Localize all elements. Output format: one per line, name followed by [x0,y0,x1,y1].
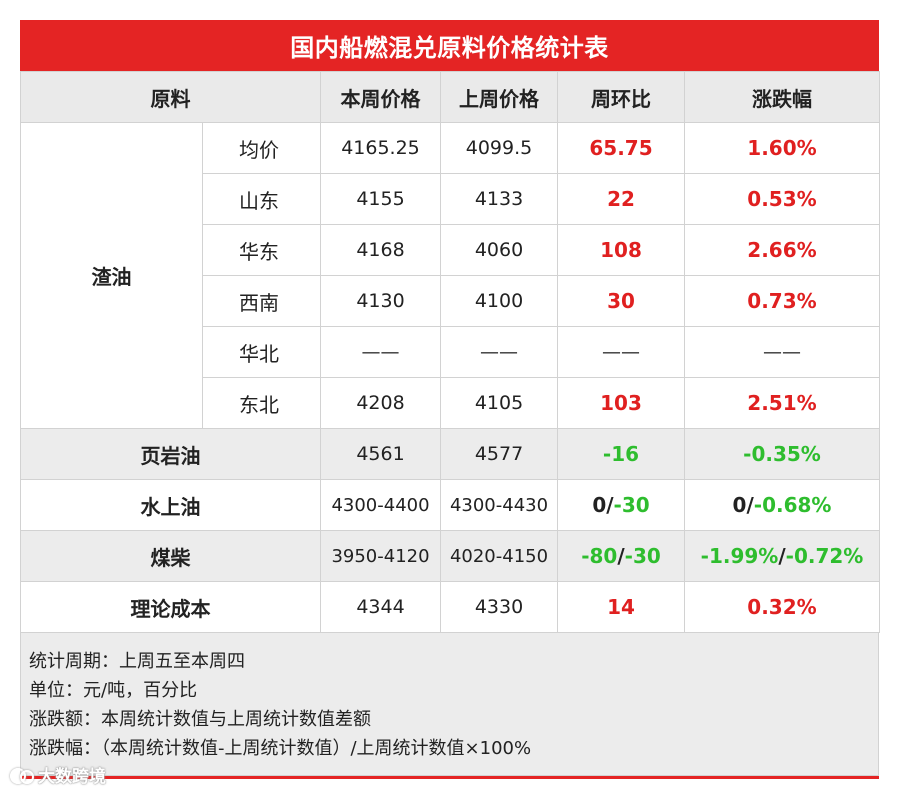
wow-cell: 65.75 [557,122,685,174]
last-week-cell: 4330 [440,581,558,633]
wow-sep: / [617,544,625,568]
note-line: 涨跌额：本周统计数值与上周统计数值差额 [29,709,371,730]
change-cell: -0.35% [684,428,880,480]
region-cell: 山东 [202,173,321,225]
category-theory-cost: 理论成本 [20,581,321,633]
category-residual: 渣油 [20,122,203,429]
wow-cell: 108 [557,224,685,276]
change-sep: / [778,544,786,568]
change-cell: 0.32% [684,581,880,633]
last-week-cell: 4099.5 [440,122,558,174]
watermark-logo-icon [8,766,34,784]
last-week-cell: 4133 [440,173,558,225]
change-part-a: 0/ [732,493,754,517]
wow-cell: 14 [557,581,685,633]
header-material: 原料 [20,71,321,123]
table-title: 国内船燃混兑原料价格统计表 [20,20,879,71]
table-row: 东北 4208 4105 103 2.51% [21,377,880,429]
header-last-week: 上周价格 [440,71,558,123]
wow-cell: —— [557,326,685,378]
table-row: 理论成本 4344 4330 14 0.32% [20,581,880,633]
this-week-cell: 4208 [320,377,441,429]
this-week-cell: 4165.25 [320,122,441,174]
wow-part-a: 0/ [592,493,614,517]
category-coal-diesel: 煤柴 [20,530,321,582]
header-change-pct: 涨跌幅 [684,71,880,123]
watermark: 大数跨境 [8,762,106,787]
category-shale: 页岩油 [20,428,321,480]
wow-cell: -16 [557,428,685,480]
this-week-cell: 4155 [320,173,441,225]
change-cell: 2.66% [684,224,880,276]
wow-cell: -80/-30 [557,530,685,582]
last-week-cell: 4577 [440,428,558,480]
note-line: 统计周期：上周五至本周四 [29,651,245,672]
table-row: 水上油 4300-4400 4300-4430 0/-30 0/-0.68% [20,479,880,531]
table-row: 山东 4155 4133 22 0.53% [21,173,880,225]
last-week-cell: 4060 [440,224,558,276]
region-cell: 均价 [202,122,321,174]
price-table: 原料 本周价格 上周价格 周环比 涨跌幅 渣油 均价 4165.25 4099.… [20,71,880,633]
header-row: 原料 本周价格 上周价格 周环比 涨跌幅 [20,71,880,123]
this-week-cell: —— [320,326,441,378]
this-week-cell: 4561 [320,428,441,480]
note-line: 涨跌幅：（本周统计数值-上周统计数值）/上周统计数值×100% [29,738,532,759]
change-cell: 2.51% [684,377,880,429]
last-week-cell: 4100 [440,275,558,327]
wow-cell: 103 [557,377,685,429]
change-cell: 0/-0.68% [684,479,880,531]
last-week-cell: —— [440,326,558,378]
region-cell: 华东 [202,224,321,276]
region-cell: 西南 [202,275,321,327]
bottom-red-line [20,776,879,779]
change-part-b: -0.72% [785,544,864,568]
change-cell: 0.73% [684,275,880,327]
change-cell: —— [684,326,880,378]
region-cell: 东北 [202,377,321,429]
last-week-cell: 4300-4430 [440,479,558,531]
change-cell: -1.99%/-0.72% [684,530,880,582]
header-wow: 周环比 [557,71,685,123]
region-cell: 华北 [202,326,321,378]
last-week-cell: 4105 [440,377,558,429]
price-table-card: 国内船燃混兑原料价格统计表 原料 本周价格 上周价格 周环比 涨跌幅 渣油 均价… [20,20,880,779]
last-week-cell: 4020-4150 [440,530,558,582]
table-notes: 统计周期：上周五至本周四 单位：元/吨，百分比 涨跌额：本周统计数值与上周统计数… [20,633,879,776]
wow-cell: 0/-30 [557,479,685,531]
table-row: 西南 4130 4100 30 0.73% [21,275,880,327]
this-week-cell: 4300-4400 [320,479,441,531]
this-week-cell: 4344 [320,581,441,633]
watermark-text: 大数跨境 [38,767,106,787]
wow-cell: 22 [557,173,685,225]
change-part-b: -0.68% [753,493,832,517]
wow-part-b: -30 [624,544,661,568]
wow-cell: 30 [557,275,685,327]
wow-part-b: -30 [613,493,650,517]
note-line: 单位：元/吨，百分比 [29,680,198,701]
table-row: 煤柴 3950-4120 4020-4150 -80/-30 -1.99%/-0… [20,530,880,582]
wow-part-a: -80 [581,544,618,568]
change-cell: 0.53% [684,173,880,225]
this-week-cell: 4130 [320,275,441,327]
header-this-week: 本周价格 [320,71,441,123]
this-week-cell: 4168 [320,224,441,276]
change-part-a: -1.99% [700,544,779,568]
change-cell: 1.60% [684,122,880,174]
table-row: 华东 4168 4060 108 2.66% [21,224,880,276]
category-water-oil: 水上油 [20,479,321,531]
table-row: 渣油 均价 4165.25 4099.5 65.75 1.60% [20,122,880,429]
table-row: 页岩油 4561 4577 -16 -0.35% [20,428,880,480]
table-row: 华北 —— —— —— —— [21,326,880,378]
this-week-cell: 3950-4120 [320,530,441,582]
